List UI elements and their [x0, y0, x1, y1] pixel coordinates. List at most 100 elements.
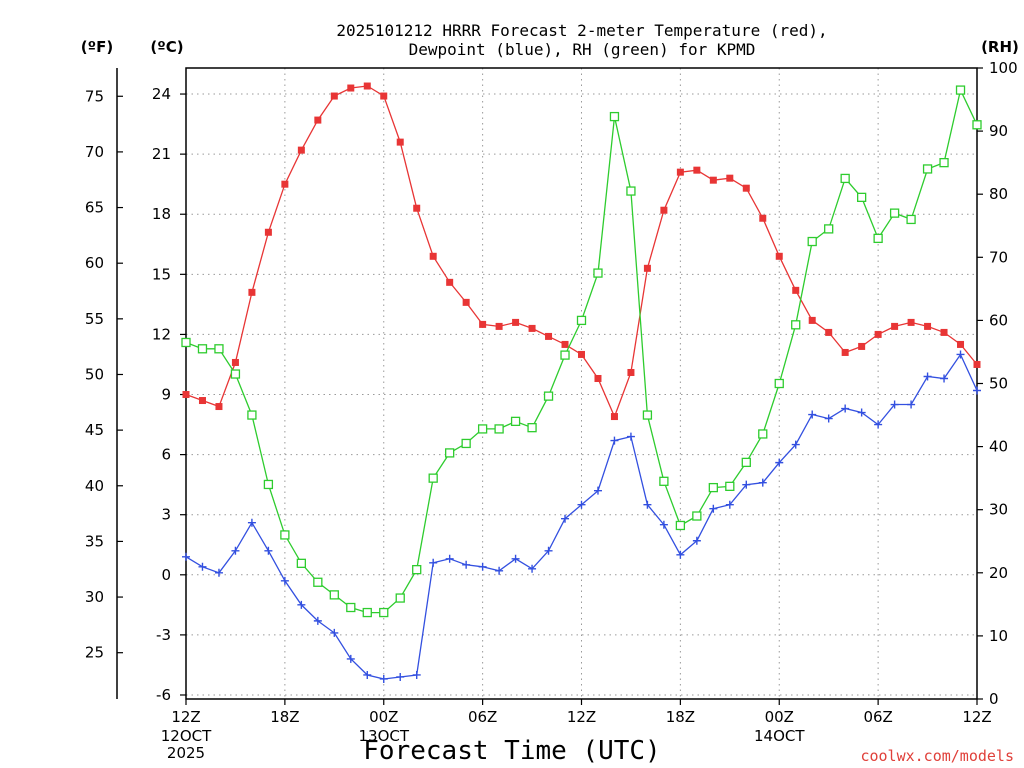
celsius-tick-label: 15 — [152, 265, 171, 283]
celsius-tick-label: 3 — [161, 506, 171, 524]
celsius-tick-label: 21 — [152, 145, 171, 163]
rh-point — [758, 429, 768, 439]
dewpoint-point — [940, 374, 949, 383]
rh-point — [807, 236, 817, 247]
rh-point — [477, 424, 488, 434]
temperature-point — [264, 228, 272, 236]
dewpoint-point — [857, 408, 866, 417]
time-date-label: 14OCT — [754, 727, 805, 745]
temperature-point — [314, 116, 322, 124]
rh-tick-label: 100 — [989, 59, 1018, 77]
rh-point — [181, 337, 191, 348]
temperature-point — [281, 180, 289, 188]
dewpoint-point — [182, 552, 190, 561]
dewpoint-point — [379, 674, 388, 683]
fahrenheit-tick-label: 25 — [85, 644, 104, 662]
temperature-point — [462, 298, 470, 306]
temperature-point — [660, 206, 668, 214]
rh-point — [527, 423, 537, 433]
temperature-line — [185, 85, 978, 419]
dewpoint-point — [346, 654, 355, 663]
temperature-point — [512, 318, 520, 326]
celsius-tick-label: 9 — [161, 386, 171, 404]
temperature-point — [775, 252, 783, 260]
rh-point — [939, 157, 949, 168]
time-tick-label: 12Z — [171, 708, 200, 726]
series-dewpoint — [182, 350, 981, 683]
dewpoint-point — [973, 386, 981, 395]
dewpoint-point — [692, 536, 701, 545]
dewpoint-point — [626, 432, 635, 441]
temperature-point — [676, 168, 684, 176]
temperature-point — [347, 84, 355, 92]
dewpoint-point — [478, 562, 487, 571]
time-tick-label: 00Z — [369, 708, 398, 726]
rh-axis: 0 10 20 30 40 50 60 70 80 90 100 — [977, 59, 1018, 708]
temperature-point — [709, 176, 717, 184]
dewpoint-point — [593, 486, 602, 495]
temperature-point — [627, 368, 635, 376]
temperature-point — [825, 328, 833, 336]
rh-tick-label: 90 — [989, 122, 1008, 140]
rh-point — [692, 511, 702, 521]
fahrenheit-axis: 25 30 35 40 45 50 55 60 65 70 75 — [85, 87, 123, 662]
temperature-point — [528, 324, 536, 332]
fahrenheit-tick-label: 60 — [85, 254, 104, 272]
rh-point — [428, 473, 438, 483]
celsius-tick-label: 6 — [161, 446, 171, 464]
temperature-point — [545, 332, 553, 340]
dewpoint-point — [330, 628, 339, 637]
rh-point — [659, 476, 669, 486]
dewpoint-point — [445, 554, 454, 563]
rh-tick-label: 60 — [989, 311, 1008, 329]
source-credit: coolwx.com/models — [860, 747, 1014, 765]
fahrenheit-tick-label: 75 — [85, 87, 104, 105]
temperature-point — [874, 330, 882, 338]
rh-point — [543, 391, 554, 401]
time-tick-label: 06Z — [468, 708, 497, 726]
rh-point — [247, 410, 257, 420]
temperature-point — [578, 350, 585, 358]
temperature-point — [215, 403, 223, 411]
dewpoint-point — [313, 616, 322, 625]
dewpoint-point — [561, 514, 570, 523]
rh-point — [313, 577, 323, 587]
celsius-tick-label: 24 — [152, 85, 171, 103]
rh-tick-label: 30 — [989, 501, 1008, 519]
celsius-axis: -6 -3 0 3 6 9 12 15 18 21 24 — [152, 85, 186, 704]
temperature-point — [891, 322, 899, 330]
dewpoint-point — [956, 350, 965, 359]
dewpoint-point — [214, 568, 223, 577]
rh-point — [955, 85, 966, 95]
dewpoint-point — [841, 404, 850, 413]
rh-point — [445, 448, 455, 458]
dewpoint-point — [412, 670, 421, 679]
rh-point — [395, 593, 405, 603]
rh-point — [494, 424, 504, 434]
temperature-point — [446, 278, 454, 286]
rh-point — [972, 120, 982, 130]
rh-point — [922, 164, 933, 174]
rh-point — [412, 564, 422, 575]
dewpoint-point — [462, 560, 471, 569]
time-tick-label: 12Z — [962, 708, 991, 726]
time-date-label: 2025 — [167, 744, 205, 762]
dewpoint-point — [791, 440, 800, 449]
dewpoint-point — [610, 436, 619, 445]
time-tick-label: 18Z — [666, 708, 695, 726]
temperature-point — [363, 82, 371, 90]
temperature-point — [940, 328, 948, 336]
temperature-point — [198, 397, 206, 405]
rh-point — [626, 186, 636, 196]
temperature-point — [742, 184, 750, 192]
dewpoint-point — [297, 600, 306, 609]
dewpoint-point — [429, 558, 438, 567]
temperature-point — [924, 322, 932, 330]
rh-point — [280, 530, 290, 540]
dewpoint-point — [544, 546, 553, 555]
rh-point — [510, 416, 521, 427]
x-axis-title: Forecast Time (UTC) — [363, 736, 660, 766]
temperature-point — [396, 138, 404, 146]
temperature-point — [907, 318, 915, 326]
